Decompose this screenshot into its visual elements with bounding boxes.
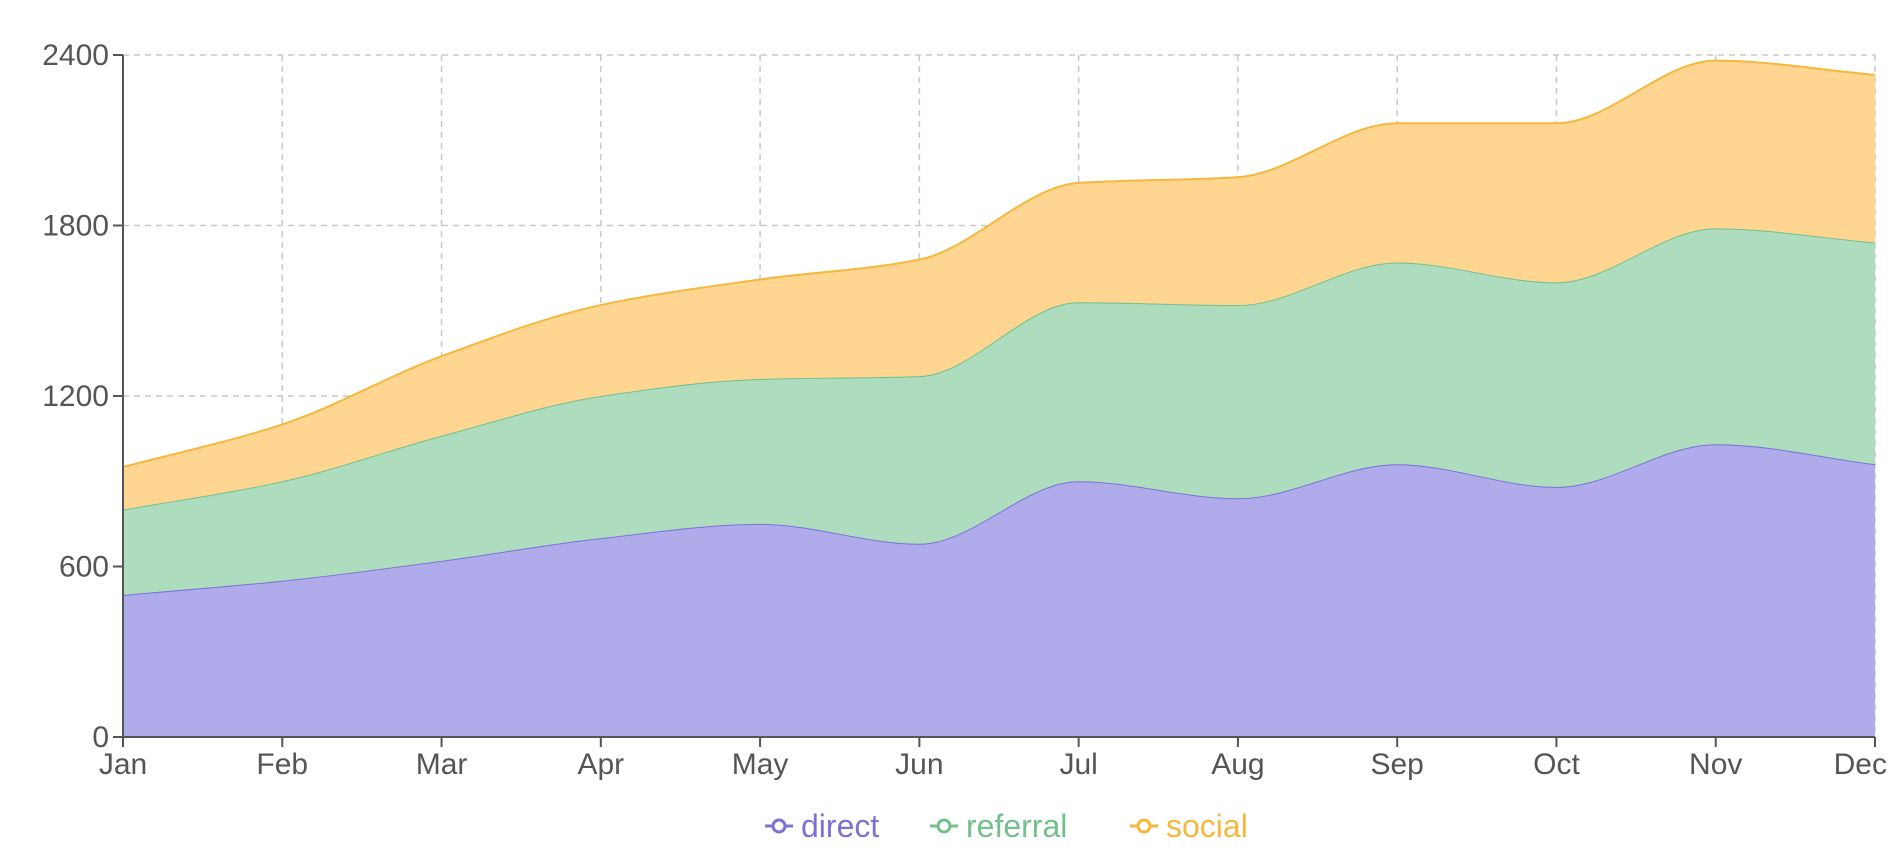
x-tick-label: Oct xyxy=(1533,748,1580,781)
legend-item-referral: referral xyxy=(930,808,1067,844)
y-tick-label: 1200 xyxy=(42,380,109,413)
legend: direct referral social xyxy=(765,808,1248,844)
x-tick-label: Dec xyxy=(1834,748,1887,781)
x-tick-label: Mar xyxy=(416,748,468,781)
x-tick-label: Sep xyxy=(1370,748,1423,781)
legend-label: referral xyxy=(966,808,1067,844)
y-tick-label: 0 xyxy=(92,721,109,754)
series-area-direct xyxy=(123,444,1875,737)
x-tick-label: Nov xyxy=(1689,748,1742,781)
legend-circle-icon xyxy=(936,818,952,834)
x-tick-label: Apr xyxy=(577,748,624,781)
y-tick-label: 600 xyxy=(59,551,109,584)
series-line-social xyxy=(122,59,1876,469)
series-area-social xyxy=(123,60,1875,510)
legend-label: direct xyxy=(801,808,879,844)
y-tick-label: 1800 xyxy=(42,210,109,243)
legend-circle-icon xyxy=(1136,818,1152,834)
x-tick-label: Jan xyxy=(99,748,147,781)
x-tick-label: Jun xyxy=(895,748,943,781)
x-tick-label: Feb xyxy=(256,748,308,781)
y-tick-label: 2400 xyxy=(42,39,109,72)
legend-item-social: social xyxy=(1130,808,1248,844)
legend-label: social xyxy=(1166,808,1248,844)
axes: 0 600 1200 1800 2400 Jan Feb Mar Apr May Jun Jul Aug… xyxy=(42,39,1887,781)
x-tick-label: May xyxy=(732,748,789,781)
legend-item-direct: direct xyxy=(765,808,879,844)
legend-circle-icon xyxy=(771,818,787,834)
x-tick-label: Jul xyxy=(1059,748,1097,781)
x-tick-label: Aug xyxy=(1211,748,1264,781)
series-area-referral xyxy=(123,228,1875,595)
series-areas xyxy=(122,59,1876,737)
